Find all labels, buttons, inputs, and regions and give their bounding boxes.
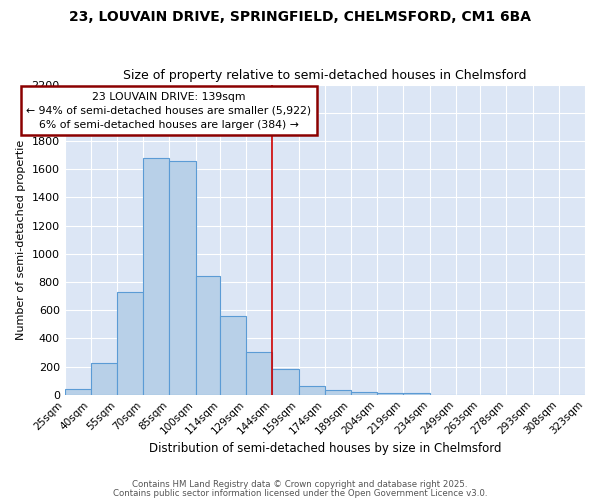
Text: 23, LOUVAIN DRIVE, SPRINGFIELD, CHELMSFORD, CM1 6BA: 23, LOUVAIN DRIVE, SPRINGFIELD, CHELMSFO… xyxy=(69,10,531,24)
Text: Contains HM Land Registry data © Crown copyright and database right 2025.: Contains HM Land Registry data © Crown c… xyxy=(132,480,468,489)
Text: 23 LOUVAIN DRIVE: 139sqm
← 94% of semi-detached houses are smaller (5,922)
6% of: 23 LOUVAIN DRIVE: 139sqm ← 94% of semi-d… xyxy=(26,92,311,130)
Bar xyxy=(246,352,272,395)
Bar xyxy=(272,368,299,394)
Bar xyxy=(169,160,196,394)
Bar xyxy=(299,386,325,394)
Bar xyxy=(325,390,351,394)
Y-axis label: Number of semi-detached propertie: Number of semi-detached propertie xyxy=(16,140,26,340)
Bar xyxy=(220,316,246,394)
Bar xyxy=(351,392,377,394)
Text: Contains public sector information licensed under the Open Government Licence v3: Contains public sector information licen… xyxy=(113,489,487,498)
X-axis label: Distribution of semi-detached houses by size in Chelmsford: Distribution of semi-detached houses by … xyxy=(149,442,501,455)
Bar xyxy=(143,158,169,394)
Bar xyxy=(65,389,91,394)
Bar xyxy=(91,363,117,394)
Bar xyxy=(117,292,143,394)
Bar xyxy=(196,276,220,394)
Title: Size of property relative to semi-detached houses in Chelmsford: Size of property relative to semi-detach… xyxy=(123,69,527,82)
